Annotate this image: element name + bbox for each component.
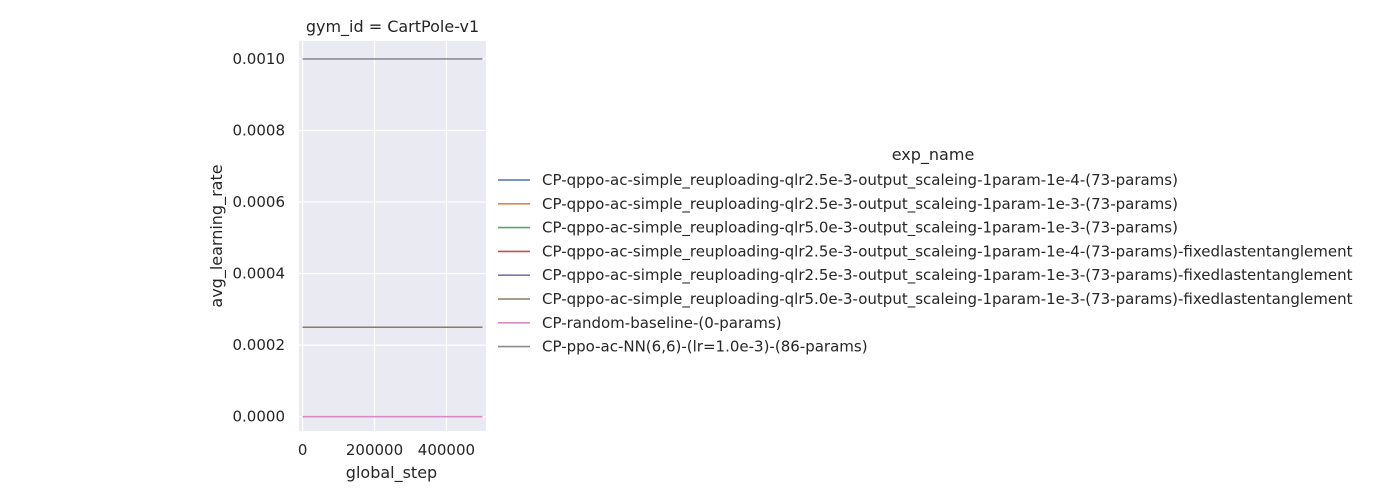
legend-label-4: CP-qppo-ac-simple_reuploading-qlr2.5e-3-… <box>542 242 1353 261</box>
y-tick-label: 0.0010 <box>233 50 286 68</box>
plot-background <box>299 41 486 431</box>
y-tick-label: 0.0000 <box>233 408 286 426</box>
legend-label-1: CP-qppo-ac-simple_reuploading-qlr2.5e-3-… <box>542 171 1178 190</box>
y-axis-label: avg_learning_rate <box>207 164 227 307</box>
y-tick-label: 0.0004 <box>233 265 286 283</box>
plot-area <box>299 41 486 431</box>
y-tick-label: 0.0008 <box>233 121 286 139</box>
x-tick-label: 200000 <box>346 441 403 459</box>
legend: exp_name CP-qppo-ac-simple_reuploading-ql… <box>498 145 1353 356</box>
y-tick-label: 0.0002 <box>233 336 286 354</box>
x-tick-label: 400000 <box>418 441 475 459</box>
legend-label-5: CP-qppo-ac-simple_reuploading-qlr2.5e-3-… <box>542 266 1353 285</box>
y-tick-label: 0.0006 <box>233 193 286 211</box>
facet-title: gym_id = CartPole-v1 <box>306 17 479 37</box>
x-tick-label: 0 <box>298 441 308 459</box>
legend-label-2: CP-qppo-ac-simple_reuploading-qlr2.5e-3-… <box>542 195 1178 214</box>
legend-label-3: CP-qppo-ac-simple_reuploading-qlr5.0e-3-… <box>542 219 1178 238</box>
axes: 0.0000 0.0002 0.0004 0.0006 0.0008 0.0010 0 200… <box>207 17 479 483</box>
legend-label-8: CP-ppo-ac-NN(6,6)-(lr=1.0e-3)-(86-params… <box>542 338 868 356</box>
legend-label-6: CP-qppo-ac-simple_reuploading-qlr5.0e-3-… <box>542 290 1353 309</box>
legend-label-7: CP-random-baseline-(0-params) <box>542 314 782 332</box>
x-axis-label: global_step <box>346 463 437 483</box>
legend-title: exp_name <box>892 145 975 165</box>
